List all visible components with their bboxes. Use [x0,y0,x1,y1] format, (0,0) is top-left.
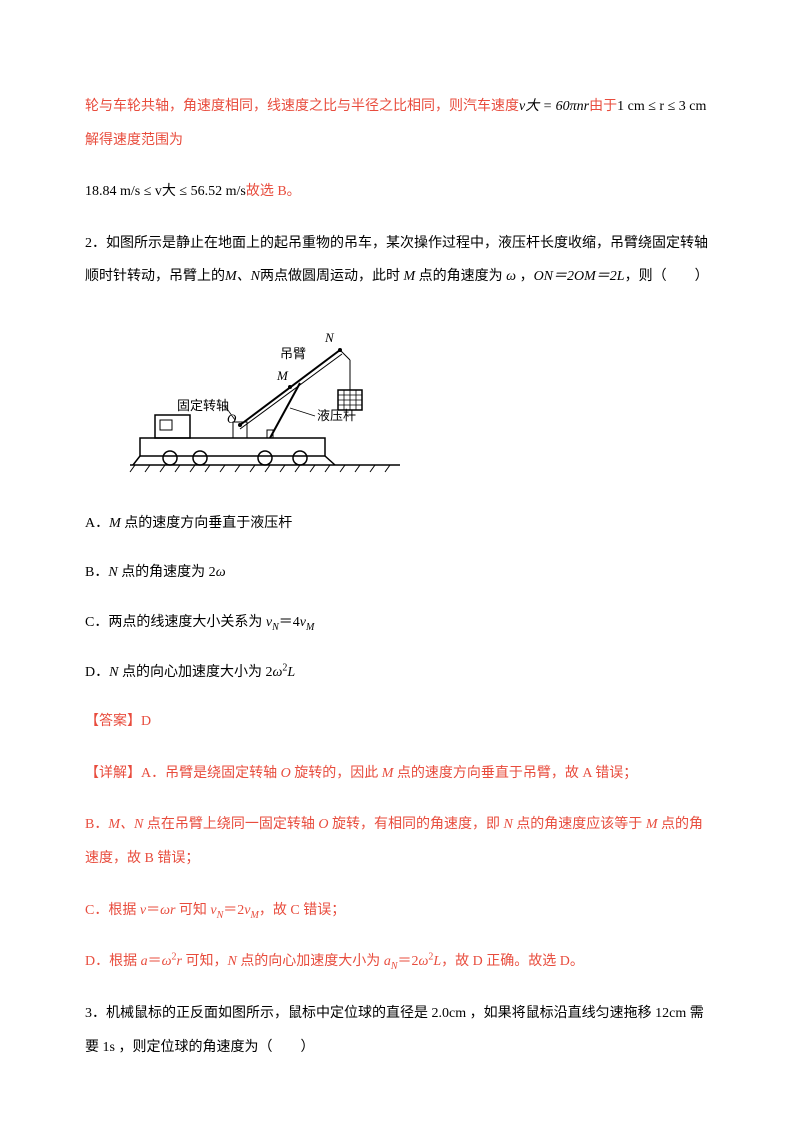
opta-m: M [109,516,121,531]
dd-n: N [227,954,236,969]
q2-text4: ， [516,269,534,284]
opta-label: A． [85,516,109,531]
dd-omega2: ω [418,954,428,969]
fig-label-n: N [324,330,335,345]
db-n: N [503,817,512,832]
dc-m: M [251,909,259,920]
q2-text5: ，则（ ） [625,269,709,284]
dd-text3: ，故 D 正确。故选 D。 [441,954,584,969]
da-text1: 旋转的，因此 [291,766,382,781]
intro2-red: 故选 B。 [246,184,301,199]
db-text2: 旋转，有相同的角速度，即 [328,817,503,832]
db-text1: 点在吊臂上绕同一固定转轴 [143,817,318,832]
optd-text: 点的向心加速度大小为 2 [118,665,272,680]
dd-text2: 点的向心加速度大小为 [237,954,384,969]
detail-c: C．根据 v＝ωr 可知 vN＝2vM，故 C 错误； [85,894,709,928]
option-a: A．M 点的速度方向垂直于液压杆 [85,507,709,541]
q2-omega: ω [506,269,516,284]
optd-label: D． [85,665,109,680]
q3-num: 3． [85,1006,106,1021]
q2-text2: 两点做圆周运动，此时 [260,269,404,284]
optb-text1: 点的角速度为 2 [118,565,216,580]
question-3: 3．机械鼠标的正反面如图所示，鼠标中定位球的直径是 2.0cm ，如果将鼠标沿直… [85,997,709,1064]
db-o: O [318,817,328,832]
dc-c: C．根据 [85,903,140,918]
intro-formula-2: 1 cm ≤ r ≤ 3 cm [617,99,706,114]
optd-l: L [287,665,295,680]
intro-para-1: 轮与车轮共轴，角速度相同，线速度之比与半径之比相同，则汽车速度v大 = 60πn… [85,90,709,157]
da-text2: 点的速度方向垂直于吊臂，故 A 错误； [393,766,637,781]
dd-text1: 可知， [182,954,228,969]
dd-eq: ＝ [148,954,162,969]
intro-red-2: 由于 [589,99,617,114]
detail-d: D．根据 a＝ω2r 可知，N 点的向心加速度大小为 aN＝2ω2L，故 D 正… [85,945,709,979]
fig-label-m: M [276,368,289,383]
intro2-formula: 18.84 m/s ≤ v大 ≤ 56.52 m/s [85,184,246,199]
dd-an: a [384,954,391,969]
optb-label: B． [85,565,108,580]
dc-eq: ＝ [146,903,160,918]
intro-red-3: 解得速度范围为 [85,133,183,148]
option-b: B．N 点的角速度为 2ω [85,556,709,590]
optc-label: C．两点的线速度大小关系为 [85,615,266,630]
db-text3: 点的角速度应该等于 [513,817,646,832]
intro-formula-1: v大 = 60πnr [519,99,589,114]
db-mn: M、N [108,817,143,832]
answer: 【答案】D [85,705,709,739]
db-m: M [646,817,658,832]
q2-num: 2． [85,236,106,251]
intro-para-2: 18.84 m/s ≤ v大 ≤ 56.52 m/s故选 B。 [85,175,709,209]
dd-d: D．根据 [85,954,141,969]
crane-figure: N M O 吊臂 固定转轴 液压杆 [125,330,405,475]
fig-label-boom: 吊臂 [280,346,306,361]
optc-n: N [272,622,279,633]
q3-text: 机械鼠标的正反面如图所示，鼠标中定位球的直径是 2.0cm ，如果将鼠标沿直线匀… [85,1006,704,1055]
dd-l: L [433,954,441,969]
q2-m: M [404,269,416,284]
q2-text3: 点的角速度为 [415,269,506,284]
optb-omega: ω [216,565,226,580]
optc-eq: ＝4 [279,615,300,630]
opta-text: 点的速度方向垂直于液压杆 [121,516,293,531]
dd-omega: ω [162,954,172,969]
q2-on2om: ON＝2OM＝2L [534,269,625,284]
fig-label-o: O [227,411,237,426]
detail-label: 【详解】 [85,766,141,781]
dc-text1: 可知 [175,903,210,918]
da-m: M [382,766,394,781]
fig-label-hydraulic: 液压杆 [317,408,356,423]
db-b: B． [85,817,108,832]
dc-eq2: ＝2 [223,903,244,918]
optb-n: N [108,565,117,580]
option-c: C．两点的线速度大小关系为 vN＝4vM [85,606,709,640]
optd-omega: ω [272,665,282,680]
dc-omega: ωr [160,903,175,918]
option-d: D．N 点的向心加速度大小为 2ω2L [85,656,709,690]
optc-m: M [306,622,314,633]
q2-mn: M、N [225,269,260,284]
fig-label-axis: 固定转轴 [177,398,229,413]
da-a: A．吊臂是绕固定转轴 [141,766,281,781]
question-2: 2．如图所示是静止在地面上的起吊重物的吊车，某次操作过程中，液压杆长度收缩，吊臂… [85,227,709,294]
dd-a: a [141,954,148,969]
intro-red-1: 轮与车轮共轴，角速度相同，线速度之比与半径之比相同，则汽车速度 [85,99,519,114]
detail-b: B．M、N 点在吊臂上绕同一固定转轴 O 旋转，有相同的角速度，即 N 点的角速… [85,808,709,875]
dc-text2: ，故 C 错误； [259,903,345,918]
dd-eq2: ＝2 [397,954,418,969]
da-o: O [281,766,291,781]
detail-a: 【详解】A．吊臂是绕固定转轴 O 旋转的，因此 M 点的速度方向垂直于吊臂，故 … [85,757,709,791]
